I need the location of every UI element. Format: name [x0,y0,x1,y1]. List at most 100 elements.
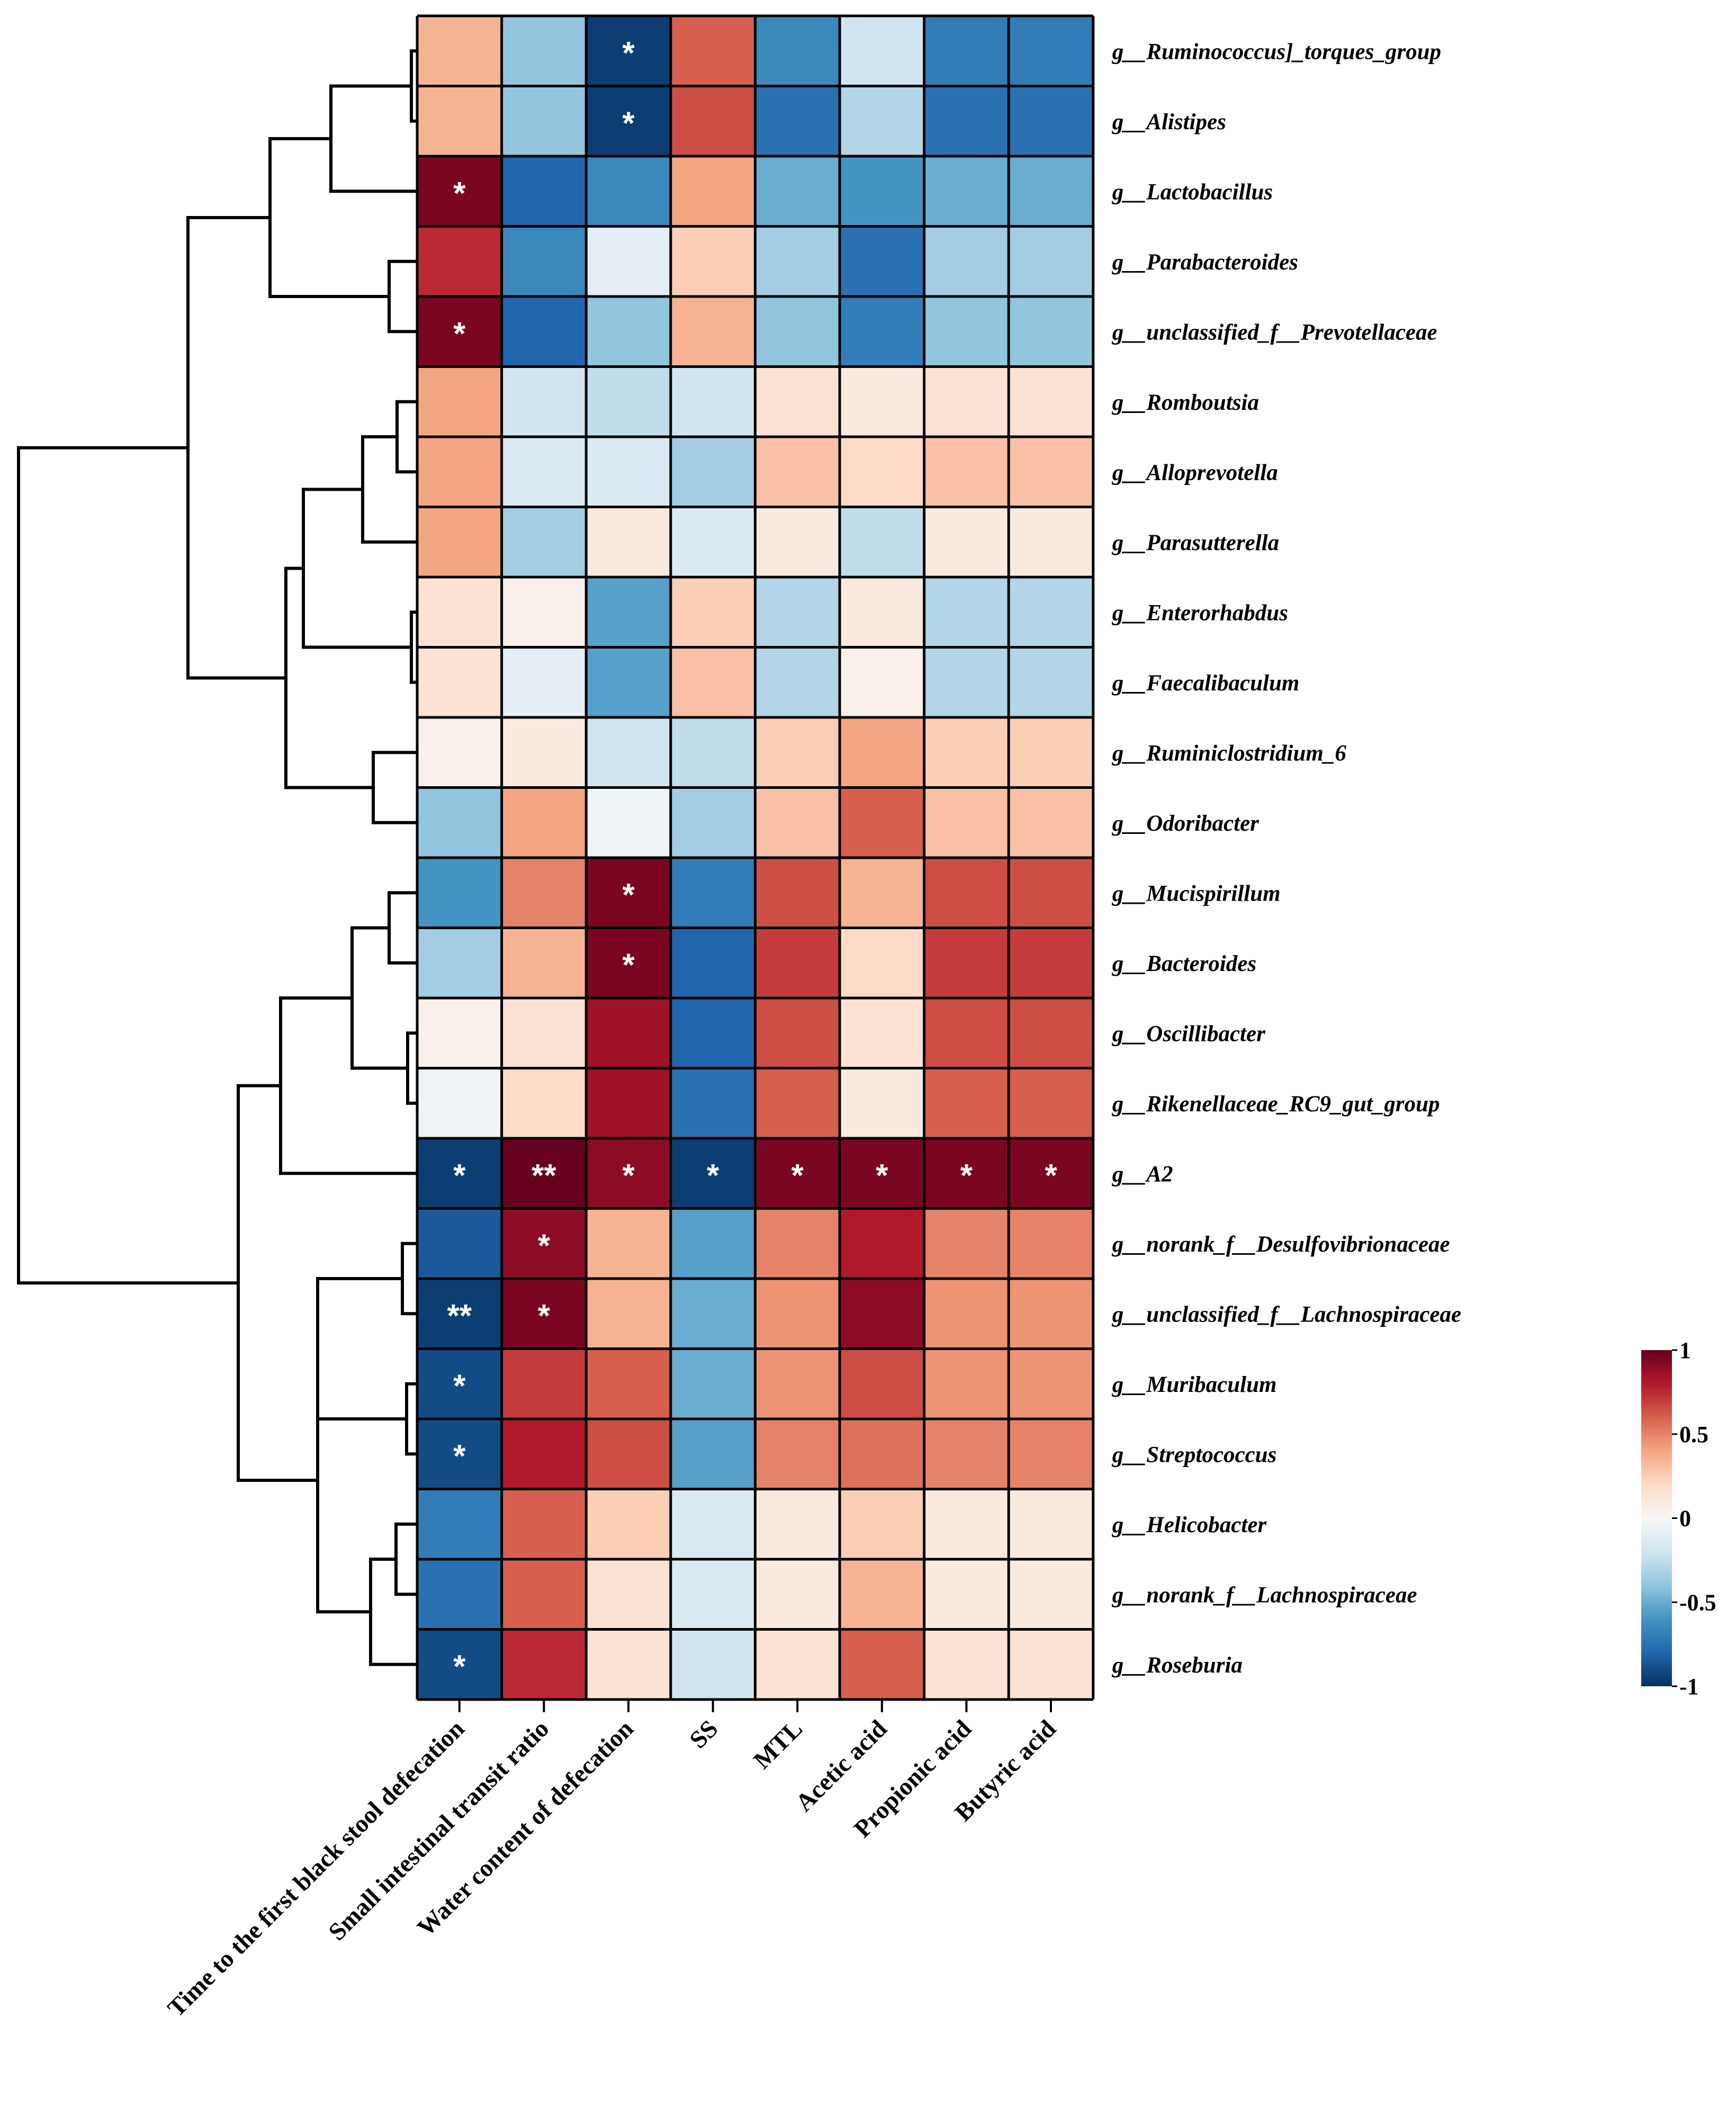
row-label: g__Parabacteroides [1112,250,1298,275]
heatmap-cell [586,717,671,788]
dendrogram-branch [405,1382,417,1456]
heatmap-cell [501,1629,587,1700]
row-dendrogram [17,49,417,1666]
heatmap-cell [670,1348,755,1419]
heatmap-cell [840,156,924,227]
heatmap-cell [586,226,671,296]
row-label: g__Muribaculum [1112,1372,1277,1397]
heatmap-cell [670,366,755,437]
heatmap-cell [501,507,587,577]
heatmap-cell [501,998,587,1068]
heatmap-cell [501,647,587,717]
row-label: g__norank_f__Desulfovibrionaceae [1112,1232,1450,1257]
heatmap-cell [755,437,840,507]
significance-marker: * [538,1228,551,1263]
row-label: g__Oscillibacter [1112,1021,1266,1046]
heatmap-cell [840,647,924,717]
heatmap-cell [1009,366,1093,437]
heatmap-cell [755,16,840,86]
heatmap-cell [670,1419,755,1489]
heatmap-cell [840,717,924,788]
heatmap-cell [586,1348,671,1419]
heatmap-cell [586,507,671,577]
heatmap-cell [924,1208,1009,1279]
heatmap-cell [670,86,755,156]
heatmap-cell [670,998,755,1068]
heatmap-cell [755,998,840,1068]
heatmap-cell [840,787,924,858]
significance-marker: * [707,1157,719,1193]
heatmap-cell [755,1068,840,1138]
heatmap-cell [1009,1279,1093,1349]
heatmap-cell [924,156,1009,227]
row-label: g__Streptococcus [1112,1442,1277,1467]
row-label: g__Romboutsia [1112,390,1259,415]
row-label: g__unclassified_f__Lachnospiraceae [1112,1302,1461,1327]
heatmap-cell [1009,1629,1093,1700]
heatmap-cell [1009,998,1093,1068]
heatmap-cell [924,577,1009,648]
heatmap-cell [1009,226,1093,296]
significance-marker: ** [532,1157,556,1193]
significance-marker: * [453,316,466,351]
heatmap-cell [1009,1559,1093,1630]
row-label: g__Faecalibaculum [1112,671,1300,696]
heatmap-cell [586,1489,671,1559]
heatmap-cell [417,717,502,788]
dendrogram-branch [388,259,417,334]
heatmap-cell [586,1208,671,1279]
legend-color-bar [1641,1350,1672,1686]
heatmap-cell [924,717,1009,788]
significance-marker: * [538,1298,551,1333]
heatmap-cell [924,1138,1009,1209]
heatmap-cell [670,858,755,928]
dendrogram-branch [279,996,417,1175]
heatmap-cell [417,1629,502,1700]
heatmap-cell [670,1559,755,1630]
heatmap-cell [501,1559,587,1630]
heatmap-cell [417,1279,502,1349]
heatmap-cell [586,86,671,156]
heatmap-cell [755,366,840,437]
row-label: g__Rikenellaceae_RC9_gut_group [1112,1092,1440,1117]
legend-tick-label: 0 [1679,1506,1691,1532]
column-label: MTL [749,1715,808,1774]
row-label: g__Enterorhabdus [1112,600,1288,625]
heatmap-cell [755,1559,840,1630]
row-label: g__Odoribacter [1112,811,1260,836]
heatmap-cell [417,577,502,648]
heatmap-cell [586,156,671,227]
heatmap-cell [501,577,587,648]
significance-marker: * [622,877,635,912]
heatmap-cell [670,1208,755,1279]
heatmap-cell [755,717,840,788]
heatmap-cell [1009,16,1093,86]
heatmap-cell [924,998,1009,1068]
heatmap-cell [755,1629,840,1700]
heatmap-cell [501,717,587,788]
heatmap-cell [755,858,840,928]
row-label: g__Alistipes [1112,110,1226,134]
heatmap-cell [586,1279,671,1349]
heatmap-cell [586,296,671,367]
heatmap-cell [1009,507,1093,577]
heatmap-cell [417,998,502,1068]
heatmap-cell [924,1068,1009,1138]
heatmap-cell [1009,1489,1093,1559]
heatmap-cell [840,998,924,1068]
row-label: g__Mucispirillum [1112,881,1281,906]
heatmap-cell [755,928,840,998]
heatmap-cell [755,1348,840,1419]
dendrogram-branch [361,435,417,544]
heatmap-cell [755,1138,840,1209]
heatmap-cell [501,296,587,367]
heatmap-cell [670,226,755,296]
heatmap-cell [840,16,924,86]
heatmap-cell [1009,717,1093,788]
significance-markers: ******* ** * * * * * **** **** [447,35,1057,1684]
heatmap-cell [501,1279,587,1349]
significance-marker: * [960,1157,973,1193]
heatmap-cell [586,366,671,437]
heatmap-cell [501,787,587,858]
heatmap-cell [1009,577,1093,648]
